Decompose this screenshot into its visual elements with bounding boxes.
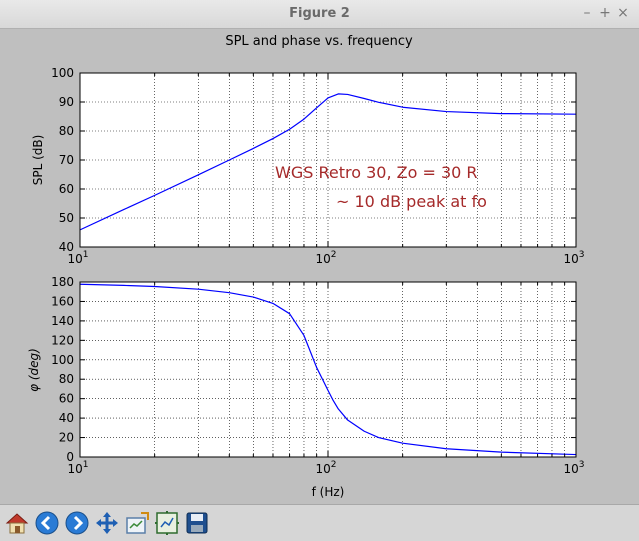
- navigation-toolbar: [0, 504, 639, 541]
- minimize-icon: –: [583, 5, 591, 21]
- phase-xtick-label: 103: [563, 460, 584, 476]
- close-icon: ×: [617, 5, 629, 21]
- save-button[interactable]: [184, 510, 210, 536]
- arrow-right-icon: [65, 511, 89, 535]
- zoom-rect-icon: [126, 512, 149, 534]
- spl-xtick-label: 103: [563, 250, 584, 266]
- arrow-left-icon: [35, 511, 59, 535]
- maximize-button[interactable]: +: [596, 4, 614, 22]
- forward-button[interactable]: [64, 510, 90, 536]
- spl-ylabel: SPL (dB): [31, 135, 45, 186]
- spl-series-line: [79, 93, 577, 231]
- home-button[interactable]: [4, 510, 30, 536]
- phase-ytick-label: 20: [59, 431, 74, 445]
- spl-ytick-label: 40: [59, 240, 74, 254]
- spl-ytick-label: 50: [59, 211, 74, 225]
- phase-ticks: 0 20 40 60 80 100 120 140 160 180 101 102 103: [51, 275, 584, 476]
- maximize-icon: +: [599, 5, 611, 21]
- phase-xtick-label: 101: [67, 460, 88, 476]
- spl-ytick-label: 60: [59, 182, 74, 196]
- spl-ytick-label: 100: [51, 66, 74, 80]
- phase-ytick-label: 160: [51, 294, 74, 308]
- phase-xlabel: f (Hz): [312, 485, 345, 499]
- phase-ytick-label: 100: [51, 353, 74, 367]
- zoom-button[interactable]: [124, 510, 150, 536]
- spl-axes: 40 50 60 70 80 90 100 101 102 103 SPL (dB) WGS Re…: [31, 66, 585, 266]
- phase-ytick-label: 140: [51, 314, 74, 328]
- spl-series: [79, 93, 577, 231]
- home-icon: [5, 513, 29, 534]
- phase-grid: [80, 282, 576, 457]
- spl-xtick-label: 102: [315, 250, 336, 266]
- back-button[interactable]: [34, 510, 60, 536]
- phase-series: [79, 283, 577, 456]
- annotation-model: WGS Retro 30, Zo = 30 R: [275, 163, 478, 182]
- title-bar: Figure 2 – + ×: [0, 0, 639, 29]
- move-icon: [96, 512, 118, 534]
- subplots-icon: [155, 511, 179, 535]
- minimize-button[interactable]: –: [578, 4, 596, 22]
- annotation-peak: ~ 10 dB peak at fo: [336, 192, 487, 211]
- spl-xtick-label: 101: [67, 250, 88, 266]
- phase-ytick-label: 0: [66, 450, 74, 464]
- phase-series-line: [79, 283, 577, 456]
- phase-ytick-label: 60: [59, 392, 74, 406]
- phase-axes: 0 20 40 60 80 100 120 140 160 180 101 102 103 φ (deg…: [27, 275, 585, 499]
- phase-ytick-label: 180: [51, 275, 74, 289]
- spl-ytick-label: 80: [59, 124, 74, 138]
- phase-ytick-label: 80: [59, 372, 74, 386]
- phase-ylabel: φ (deg): [27, 348, 41, 392]
- spl-ticks: 40 50 60 70 80 90 100 101 102 103: [51, 66, 584, 266]
- figure-canvas: SPL and phase vs. frequency 40 50 60 70 80 90…: [27, 34, 585, 499]
- close-button[interactable]: ×: [614, 4, 632, 22]
- phase-ytick-label: 40: [59, 411, 74, 425]
- phase-ytick-label: 120: [51, 333, 74, 347]
- save-icon: [186, 512, 208, 534]
- subplots-button[interactable]: [154, 510, 180, 536]
- window-title: Figure 2: [289, 6, 350, 21]
- spl-ytick-label: 70: [59, 153, 74, 167]
- spl-ytick-label: 90: [59, 95, 74, 109]
- phase-xtick-label: 102: [315, 460, 336, 476]
- pan-button[interactable]: [94, 510, 120, 536]
- chart-title: SPL and phase vs. frequency: [225, 34, 413, 49]
